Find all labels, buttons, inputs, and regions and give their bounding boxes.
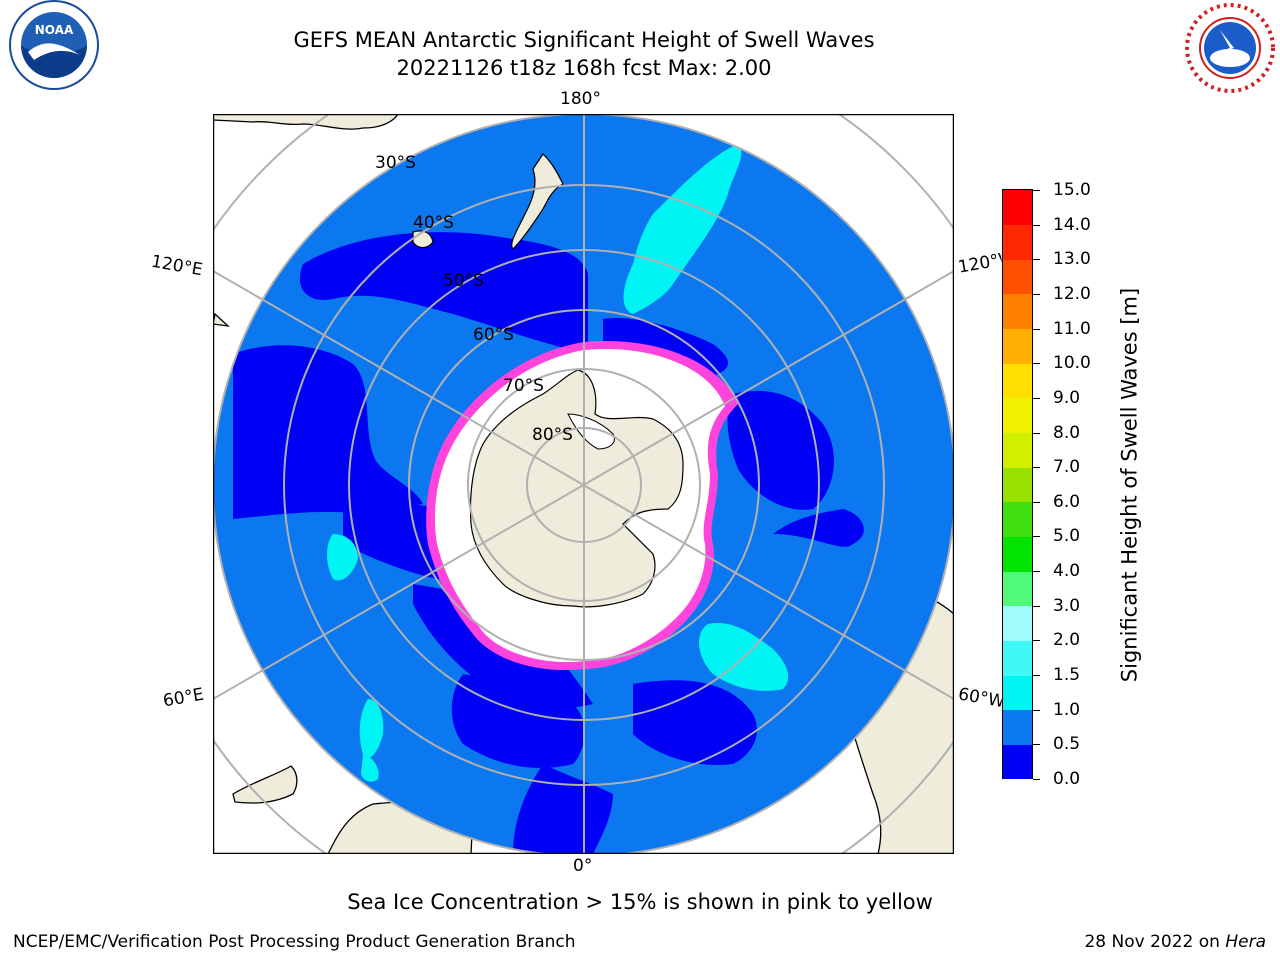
new-zealand <box>511 153 564 250</box>
colorbar-tick-label: 11.0 <box>1053 318 1091 339</box>
colorbar-tick-label: 12.0 <box>1053 283 1091 304</box>
colorbar-tick-mark <box>1033 744 1040 746</box>
colorbar-segment <box>1003 605 1032 641</box>
colorbar-tick-label: 8.0 <box>1053 422 1081 443</box>
colorbar-tick-label: 0.0 <box>1053 769 1081 789</box>
colorbar-segment <box>1003 397 1032 434</box>
colorbar-tick-label: 2.0 <box>1053 630 1081 651</box>
latitude-labels: 30°S 40°S 50°S 60°S 70°S 80°S <box>375 153 573 445</box>
colorbar-tick-mark <box>1033 224 1040 226</box>
lat-label-80s: 80°S <box>532 425 573 445</box>
colorbar-tick-mark <box>1033 467 1040 469</box>
lon-label-120e: 120°E <box>149 251 205 281</box>
colorbar-tick-label: 15.0 <box>1053 180 1091 200</box>
colorbar-segment <box>1003 190 1032 226</box>
colorbar-segment <box>1003 293 1032 330</box>
colorbar-segment <box>1003 744 1032 780</box>
lon-label-60e: 60°E <box>161 684 206 712</box>
map-caption: Sea Ice Concentration > 15% is shown in … <box>347 890 933 914</box>
colorbar-tick-label: 0.5 <box>1053 734 1081 755</box>
footer-date-text: 28 Nov 2022 on <box>1084 932 1226 952</box>
colorbar-segment <box>1003 675 1032 711</box>
colorbar-tick-label: 6.0 <box>1053 491 1081 512</box>
graticule <box>213 114 954 854</box>
noaa-logo: NOAA <box>9 0 99 90</box>
colorbar-tick-mark <box>1033 432 1040 434</box>
lat-label-40s: 40°S <box>413 213 454 233</box>
lon-label-0: 0° <box>573 856 593 876</box>
lat-label-60s: 60°S <box>473 325 514 345</box>
colorbar-tick-mark <box>1033 675 1040 677</box>
nws-logo <box>1184 2 1276 94</box>
colorbar-segment <box>1003 571 1032 607</box>
footer-host: Hera <box>1225 932 1266 952</box>
colorbar-tick-label: 5.0 <box>1053 526 1081 547</box>
colorbar-tick-label: 1.5 <box>1053 665 1081 686</box>
colorbar-label: Significant Height of Swell Waves [m] <box>1117 287 1142 683</box>
colorbar-tick-mark <box>1033 536 1040 538</box>
colorbar-segment <box>1003 432 1032 468</box>
colorbar-tick-label: 9.0 <box>1053 387 1081 408</box>
colorbar-tick-label: 4.0 <box>1053 561 1081 582</box>
lat-label-70s: 70°S <box>503 376 544 396</box>
lon-label-60w: 60°W <box>956 684 1004 712</box>
colorbar-tick-label: 10.0 <box>1053 353 1091 374</box>
colorbar-segment <box>1003 259 1032 295</box>
colorbar-tick-mark <box>1033 640 1040 642</box>
colorbar-tick-mark <box>1033 397 1040 399</box>
colorbar-segment <box>1003 501 1032 537</box>
colorbar-segment <box>1003 536 1032 572</box>
colorbar-segment <box>1003 224 1032 260</box>
colorbar-segment <box>1003 709 1032 745</box>
colorbar-tick-mark <box>1033 779 1040 780</box>
colorbar-tick-mark <box>1033 571 1040 573</box>
svg-text:NOAA: NOAA <box>35 23 74 37</box>
chart-title: GEFS MEAN Antarctic Significant Height o… <box>293 28 875 52</box>
colorbar-segment <box>1003 328 1032 364</box>
colorbar-tick-mark <box>1033 709 1040 711</box>
colorbar-tick-mark <box>1033 363 1040 365</box>
colorbar-tick-mark <box>1033 605 1040 607</box>
lon-label-120w: 120°W <box>956 250 1004 278</box>
lon-label-180: 180° <box>560 89 601 109</box>
lat-label-30s: 30°S <box>375 153 416 173</box>
colorbar-tick-label: 3.0 <box>1053 595 1081 616</box>
colorbar-segment <box>1003 640 1032 676</box>
colorbar-tick-mark <box>1033 501 1040 503</box>
colorbar-tick-mark <box>1033 328 1040 330</box>
footer-credit: NCEP/EMC/Verification Post Processing Pr… <box>13 932 576 952</box>
colorbar-segment <box>1003 363 1032 399</box>
colorbar-tick-mark <box>1033 190 1040 191</box>
colorbar-segment <box>1003 467 1032 503</box>
chart-subtitle: 20221126 t18z 168h fcst Max: 2.00 <box>396 56 772 80</box>
colorbar-tick-label: 14.0 <box>1053 214 1091 235</box>
colorbar-tick-label: 1.0 <box>1053 699 1081 720</box>
footer-date: 28 Nov 2022 on Hera <box>1084 932 1266 952</box>
colorbar <box>1002 189 1033 780</box>
polar-map: 30°S 40°S 50°S 60°S 70°S 80°S <box>213 114 954 854</box>
colorbar-tick-label: 7.0 <box>1053 457 1081 478</box>
colorbar-tick-label: 13.0 <box>1053 249 1091 270</box>
colorbar-tick-mark <box>1033 259 1040 261</box>
colorbar-tick-mark <box>1033 293 1040 295</box>
lat-label-50s: 50°S <box>443 271 484 291</box>
